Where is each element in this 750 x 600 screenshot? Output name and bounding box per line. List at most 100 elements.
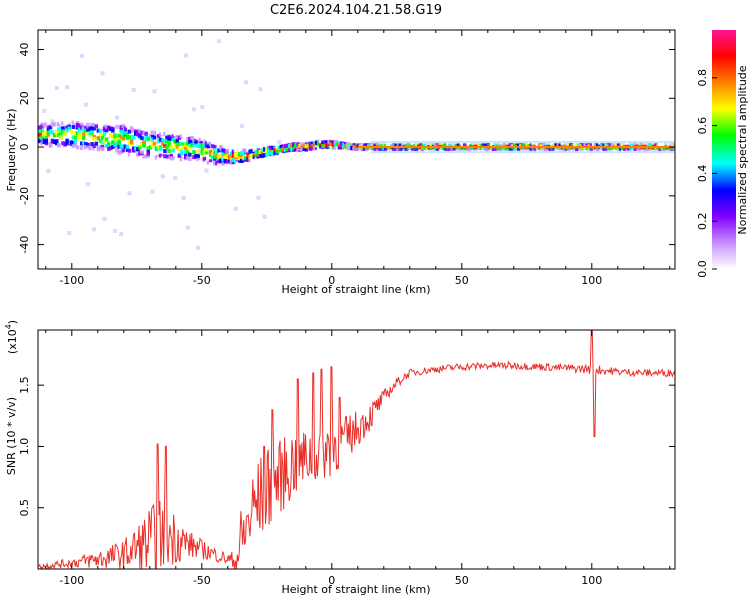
heatmap-cell [146, 146, 150, 151]
heatmap-cell [223, 158, 227, 163]
heatmap-cell [163, 157, 167, 162]
heatmap-cell [304, 147, 309, 152]
heatmap-cell [115, 124, 119, 129]
heatmap-cell [204, 150, 209, 155]
heatmap-cell [121, 144, 126, 149]
heatmap-cell [225, 159, 230, 164]
heatmap-cell [77, 123, 82, 128]
heatmap-cell [38, 127, 42, 132]
heatmap-cell [57, 132, 61, 137]
heatmap-cell [223, 156, 227, 161]
heatmap-cell [554, 143, 558, 148]
heatmap-cell [308, 144, 313, 149]
heatmap-cell [136, 152, 140, 157]
heatmap-cell [406, 143, 410, 148]
heatmap-cell [63, 120, 67, 125]
heatmap-cell [161, 156, 165, 161]
heatmap-cell [113, 122, 117, 127]
heatmap-cell [177, 153, 182, 158]
heatmap-cell [188, 152, 192, 157]
heatmap-cell [348, 143, 352, 148]
heatmap-cell [198, 150, 203, 155]
spectrogram-ylabel: Frequency (Hz) [5, 109, 18, 192]
snr-xlabel: Height of straight line (km) [281, 583, 430, 596]
heatmap-cell [100, 140, 105, 145]
heatmap-cell [581, 143, 585, 148]
heatmap-cell [281, 147, 286, 152]
heatmap-cell [67, 231, 72, 236]
heatmap-cell [102, 216, 107, 221]
spectrogram-ytick-label: -20 [18, 187, 31, 205]
heatmap-cell [86, 148, 90, 153]
heatmap-cell [208, 141, 213, 146]
heatmap-cell [213, 150, 217, 155]
heatmap-cell [329, 146, 334, 151]
heatmap-cell [202, 143, 207, 148]
heatmap-cell [158, 137, 163, 142]
heatmap-cell [302, 144, 306, 149]
heatmap-cell [535, 142, 539, 147]
heatmap-cell [88, 131, 92, 136]
heatmap-cell [183, 154, 188, 159]
heatmap-cell [217, 162, 221, 167]
heatmap-cell [210, 139, 215, 144]
heatmap-cell [287, 148, 292, 153]
heatmap-cell [262, 153, 267, 158]
heatmap-cell [200, 141, 205, 146]
heatmap-cell [117, 149, 121, 154]
heatmap-cell [302, 147, 306, 152]
heatmap-cell [229, 160, 234, 165]
heatmap-cell [177, 135, 182, 140]
heatmap-cell [54, 140, 59, 145]
heatmap-cell [48, 119, 53, 124]
heatmap-cell [152, 156, 157, 161]
heatmap-cell [550, 142, 554, 147]
heatmap-cell [50, 119, 55, 124]
heatmap-cell [165, 145, 169, 150]
heatmap-cell [98, 121, 103, 126]
heatmap-cell [173, 131, 178, 136]
heatmap-cell [86, 131, 90, 136]
heatmap-cell [75, 124, 80, 129]
heatmap-cell [38, 137, 40, 142]
heatmap-cell [233, 159, 238, 164]
heatmap-cell [65, 125, 69, 130]
heatmap-cell [75, 131, 80, 136]
heatmap-cell [279, 150, 284, 155]
heatmap-cell [106, 146, 111, 151]
heatmap-cell [319, 142, 323, 147]
heatmap-cell [85, 182, 90, 187]
heatmap-cell [115, 115, 120, 120]
heatmap-cell [79, 122, 84, 127]
heatmap-cell [256, 149, 261, 154]
heatmap-cell [198, 159, 202, 164]
heatmap-cell [310, 144, 315, 149]
heatmap-cell [440, 147, 444, 152]
heatmap-cell [65, 141, 69, 146]
heatmap-cell [296, 142, 300, 147]
heatmap-cell [375, 142, 379, 147]
heatmap-cell [83, 102, 88, 107]
spectrogram-xlabel: Height of straight line (km) [281, 283, 430, 296]
heatmap-cell [109, 151, 113, 156]
heatmap-cell [167, 136, 171, 141]
heatmap-cell [371, 146, 375, 151]
heatmap-cell [173, 143, 178, 148]
heatmap-cell [96, 128, 101, 133]
heatmap-cell [115, 137, 119, 142]
heatmap-cell [129, 140, 134, 145]
heatmap-cell [52, 122, 57, 127]
heatmap-cell [161, 130, 165, 135]
heatmap-cell [240, 161, 244, 166]
heatmap-cell [290, 144, 294, 149]
heatmap-cell [65, 128, 69, 133]
heatmap-cell [77, 126, 82, 131]
heatmap-cell [177, 146, 182, 151]
heatmap-cell [593, 143, 597, 148]
heatmap-cell [200, 147, 205, 152]
heatmap-cell [150, 140, 155, 145]
heatmap-cell [275, 144, 279, 149]
heatmap-cell [71, 140, 76, 145]
heatmap-cell [589, 146, 593, 151]
